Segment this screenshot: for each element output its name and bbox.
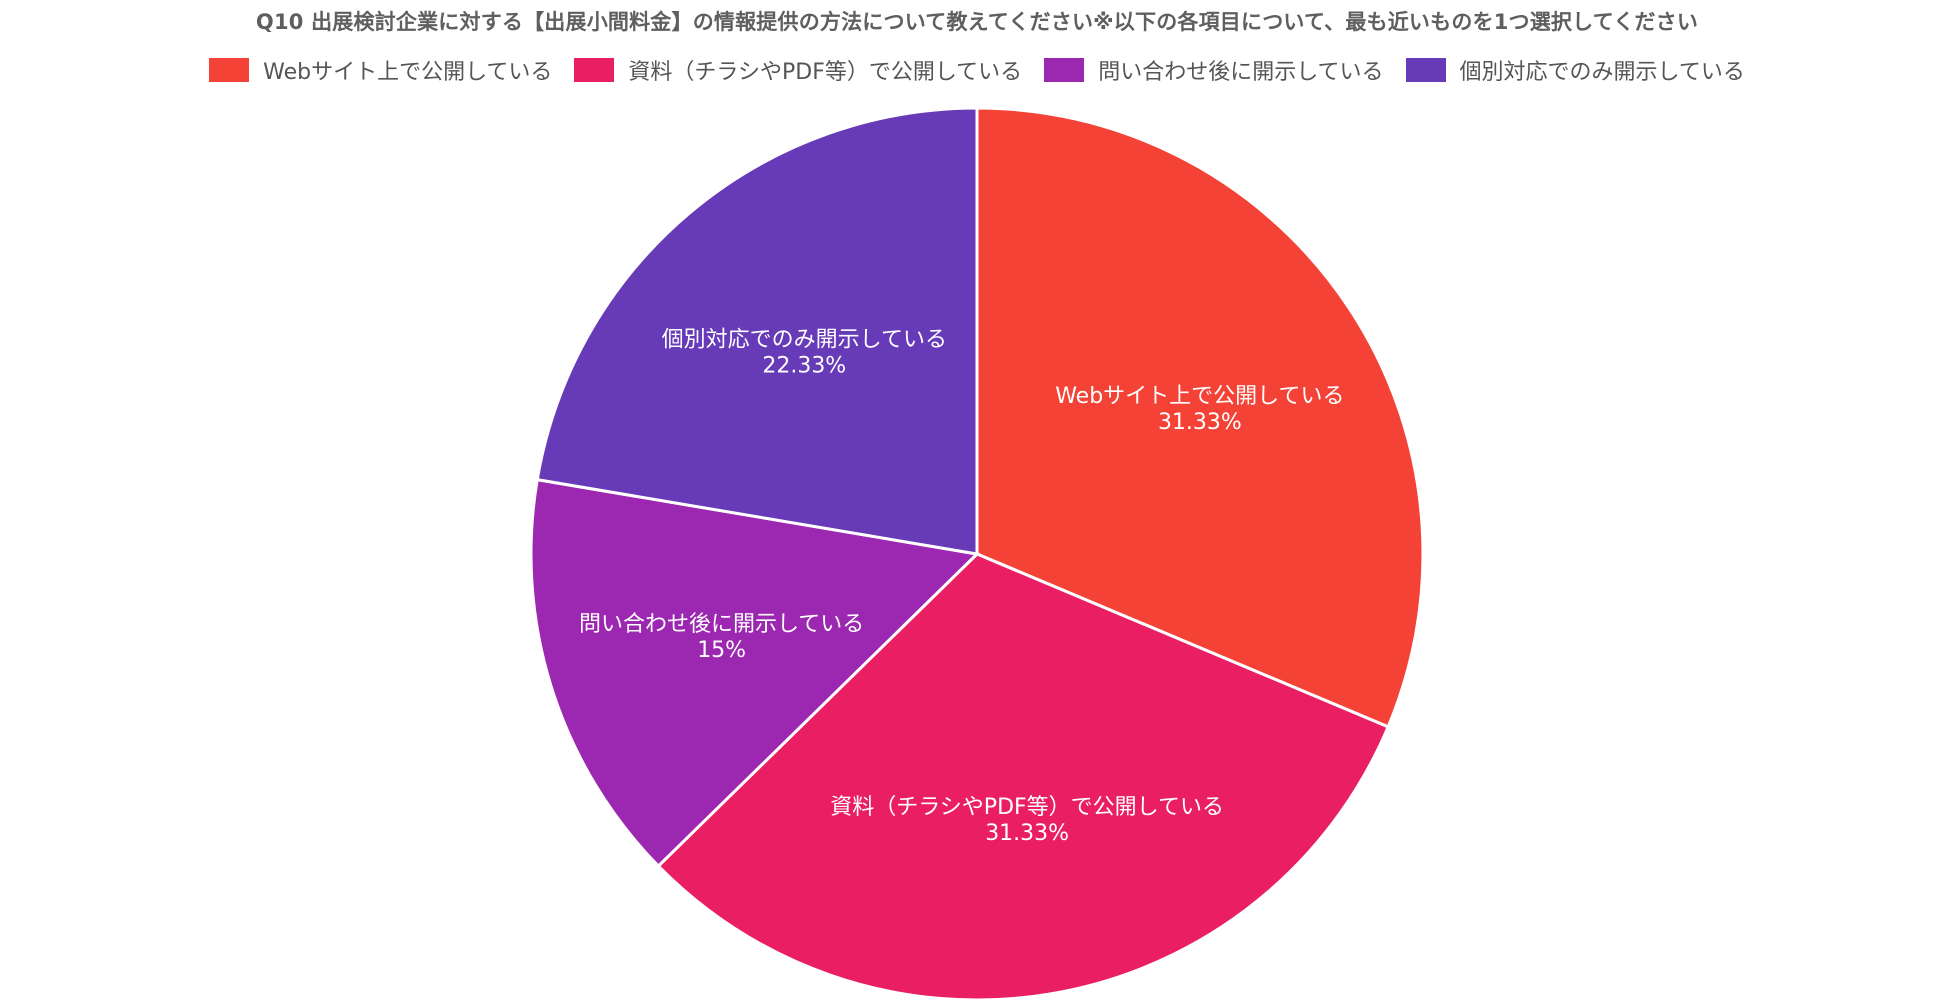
legend-swatch-inquiry xyxy=(1044,58,1085,82)
legend-swatch-web xyxy=(209,58,250,82)
pie-labels: Webサイト上で公開している31.33%資料（チラシやPDF等）で公開している3… xyxy=(579,328,1345,846)
pie-slice-document[interactable] xyxy=(656,552,1391,1000)
legend-item-inquiry[interactable]: 問い合わせ後に開示している xyxy=(1044,54,1384,86)
legend-label-inquiry: 問い合わせ後に開示している xyxy=(1098,60,1384,85)
pie-slices xyxy=(529,106,1425,1000)
legend-label-document: 資料（チラシやPDF等）で公開している xyxy=(628,60,1023,85)
slice-value-web: 31.33% xyxy=(1158,410,1242,435)
legend-label-web: Webサイト上で公開している xyxy=(263,60,553,85)
slice-value-document: 31.33% xyxy=(985,821,1069,846)
pie-slice-web[interactable] xyxy=(975,106,1425,729)
slice-label-document: 資料（チラシやPDF等）で公開している xyxy=(830,795,1224,820)
slice-label-inquiry: 問い合わせ後に開示している xyxy=(579,612,864,637)
legend-item-document[interactable]: 資料（チラシやPDF等）で公開している xyxy=(574,54,1022,86)
legend-label-individual: 個別対応でのみ開示している xyxy=(1459,60,1745,85)
legend: Webサイト上で公開している 資料（チラシやPDF等）で公開している 問い合わせ… xyxy=(0,54,1954,86)
legend-swatch-document xyxy=(574,58,615,82)
slice-label-individual: 個別対応でのみ開示している xyxy=(662,328,947,353)
pie-slice-individual[interactable] xyxy=(535,106,979,556)
chart-title: Q10 出展検討企業に対する【出展小間料金】の情報提供の方法について教えてくださ… xyxy=(255,10,1699,34)
slice-value-individual: 22.33% xyxy=(762,354,846,379)
pie-slice-inquiry[interactable] xyxy=(529,477,981,869)
slice-label-web: Webサイト上で公開している xyxy=(1055,384,1344,409)
slice-value-inquiry: 15% xyxy=(697,638,746,663)
legend-item-individual[interactable]: 個別対応でのみ開示している xyxy=(1405,54,1745,86)
legend-item-web[interactable]: Webサイト上で公開している xyxy=(209,54,552,86)
legend-swatch-individual xyxy=(1405,58,1446,82)
